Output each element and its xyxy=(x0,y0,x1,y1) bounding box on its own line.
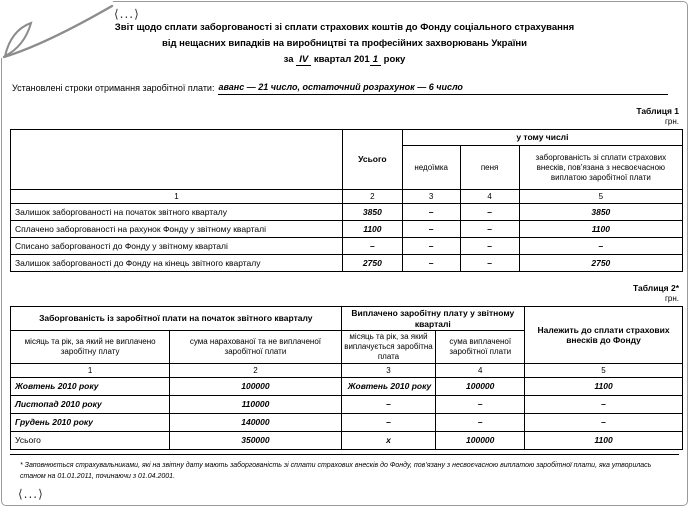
table2-caption: Таблиця 2* грн. xyxy=(2,283,679,304)
table2-caption-unit: грн. xyxy=(664,294,679,303)
year-value: 1 xyxy=(369,54,382,66)
table2-caption-title: Таблиця 2* xyxy=(633,283,679,293)
t1-cell-debt: 1100 xyxy=(518,220,684,238)
t2-group2-header: Виплачено заробітну плату у звітному ква… xyxy=(340,305,526,332)
t2-cell-sum-paid: 100000 xyxy=(435,377,526,397)
t2-cell-due: 1100 xyxy=(524,431,683,451)
t2-cell-month-unpaid: Жовтень 2010 року xyxy=(9,377,171,397)
omission-mark-top: ⟨...⟩ xyxy=(114,7,140,21)
pay-terms-value: аванс — 21 число, остаточний розрахунок … xyxy=(218,81,668,95)
title-period-suffix: року xyxy=(383,54,406,65)
t1-cell-arrears: – xyxy=(401,203,461,221)
t1-cell-total: 1100 xyxy=(341,220,403,238)
t1-colnum-3: 3 xyxy=(401,189,461,204)
t2-cell-month-paid: – xyxy=(340,395,437,415)
table1-caption: Таблиця 1 грн. xyxy=(2,106,679,127)
report-title: Звіт щодо сплати заборгованості зі сплат… xyxy=(2,20,687,68)
t2-due-header: Належить до сплати страхових внесків до … xyxy=(524,305,683,365)
t2-cell-month-paid: х xyxy=(340,431,437,451)
t2-colnum-1: 1 xyxy=(9,363,171,379)
t1-cell-arrears: – xyxy=(401,220,461,238)
title-line-2: від нещасних випадків на виробництві та … xyxy=(162,38,527,49)
t1-cell-arrears: – xyxy=(401,254,461,272)
t2-colnum-2: 2 xyxy=(169,363,342,379)
t2-subheader-month-paid: місяць та рік, за який виплачується заро… xyxy=(340,330,437,365)
t1-cell-arrears: – xyxy=(401,237,461,255)
t1-subheader-debt: заборгованість зі сплати страхових внеск… xyxy=(518,145,684,190)
t2-cell-sum-accrued: 100000 xyxy=(169,377,342,397)
t1-cell-penalty: – xyxy=(459,254,520,272)
pay-terms-label: Установлені строки отримання заробітної … xyxy=(12,83,215,93)
title-period-mid: квартал 201 xyxy=(313,54,370,65)
t2-cell-sum-paid: – xyxy=(435,395,526,415)
table-row-total: Усього 350000 х 100000 1100 xyxy=(9,431,683,451)
t1-cell-debt: 3850 xyxy=(518,203,684,221)
t1-colnum-4: 4 xyxy=(459,189,520,204)
table1-caption-unit: грн. xyxy=(664,117,679,126)
page-curl-icon xyxy=(1,1,114,59)
t2-cell-due: 1100 xyxy=(524,377,683,397)
t1-cell-debt: – xyxy=(518,237,684,255)
t2-colnum-3: 3 xyxy=(340,363,437,379)
pay-terms-line: Установлені строки отримання заробітної … xyxy=(12,81,668,95)
t1-total-header: Усього xyxy=(341,129,403,190)
debt-summary-table: Усього у тому числі недоїмка пеня заборг… xyxy=(10,129,684,272)
table-row: Залишок заборгованості до Фонду на кінец… xyxy=(10,254,684,272)
t1-cell-total: – xyxy=(341,237,403,255)
t2-cell-due: – xyxy=(524,413,683,433)
title-line-3: за IV квартал 201 1 року xyxy=(2,52,687,68)
t2-subheader-sum-paid: сума виплаченої заробітної плати xyxy=(435,330,526,365)
t2-colnum-5: 5 xyxy=(524,363,683,379)
table-row: Жовтень 2010 року 100000 Жовтень 2010 ро… xyxy=(9,377,683,397)
t1-including-header: у тому числі xyxy=(401,129,684,146)
t2-colnum-4: 4 xyxy=(435,363,526,379)
table-row: Листопад 2010 року 110000 – – – xyxy=(9,395,683,415)
t1-subheader-penalty: пеня xyxy=(459,145,520,190)
t1-row-label: Залишок заборгованості до Фонду на кінец… xyxy=(10,254,343,272)
t2-cell-sum-paid: 100000 xyxy=(435,431,526,451)
omission-mark-bottom: ⟨...⟩ xyxy=(18,487,44,502)
t1-cell-total: 2750 xyxy=(341,254,403,272)
t1-cell-penalty: – xyxy=(459,220,520,238)
quarter-value: IV xyxy=(296,54,312,66)
t1-colnum-5: 5 xyxy=(518,189,684,204)
t2-subheader-month-unpaid: місяць та рік, за який не виплачено заро… xyxy=(9,330,171,365)
footnote-divider xyxy=(10,454,679,456)
t2-cell-month-paid: – xyxy=(340,413,437,433)
t2-cell-due: – xyxy=(524,395,683,415)
t1-cell-penalty: – xyxy=(459,203,520,221)
t1-row-label: Сплачено заборгованості на рахунок Фонду… xyxy=(10,220,343,238)
t1-row-label: Списано заборгованості до Фонду у звітно… xyxy=(10,237,343,255)
t1-row-label: Залишок заборгованості на початок звітно… xyxy=(10,203,343,221)
t1-colnum-2: 2 xyxy=(341,189,403,204)
t2-cell-month-unpaid: Грудень 2010 року xyxy=(9,413,171,433)
t2-cell-month-unpaid: Листопад 2010 року xyxy=(9,395,171,415)
table-row: Сплачено заборгованості на рахунок Фонду… xyxy=(10,220,684,238)
footnote-text: * Заповнюється страхувальниками, які на … xyxy=(20,462,652,481)
table1-caption-title: Таблиця 1 xyxy=(636,106,679,116)
t2-group1-header: Заборгованість із заробітної плати на по… xyxy=(10,305,342,332)
table-row: Списано заборгованості до Фонду у звітно… xyxy=(10,237,684,255)
t1-cell-penalty: – xyxy=(459,237,520,255)
t1-cell-total: 3850 xyxy=(341,203,403,221)
t1-subheader-arrears: недоїмка xyxy=(401,145,461,190)
t1-cell-debt: 2750 xyxy=(518,254,684,272)
table-row: Грудень 2010 року 140000 – – – xyxy=(9,413,683,433)
t2-subheader-sum-accrued: сума нарахованої та не виплаченої заробі… xyxy=(169,330,342,365)
t2-cell-sum-accrued: 140000 xyxy=(169,413,342,433)
title-period-prefix: за xyxy=(283,54,294,65)
wage-debt-table: Заборгованість із заробітної плати на по… xyxy=(9,305,683,451)
table-row: Залишок заборгованості на початок звітно… xyxy=(10,203,684,221)
title-line-1: Звіт щодо сплати заборгованості зі сплат… xyxy=(114,22,575,33)
t1-empty-header-cell xyxy=(10,129,343,190)
t1-colnum-1: 1 xyxy=(10,189,343,204)
t2-cell-sum-accrued: 110000 xyxy=(169,395,342,415)
t2-cell-sum-paid: – xyxy=(435,413,526,433)
t2-cell-month-paid: Жовтень 2010 року xyxy=(340,377,437,397)
t2-total-label: Усього xyxy=(9,431,171,451)
t2-cell-sum-accrued: 350000 xyxy=(169,431,342,451)
